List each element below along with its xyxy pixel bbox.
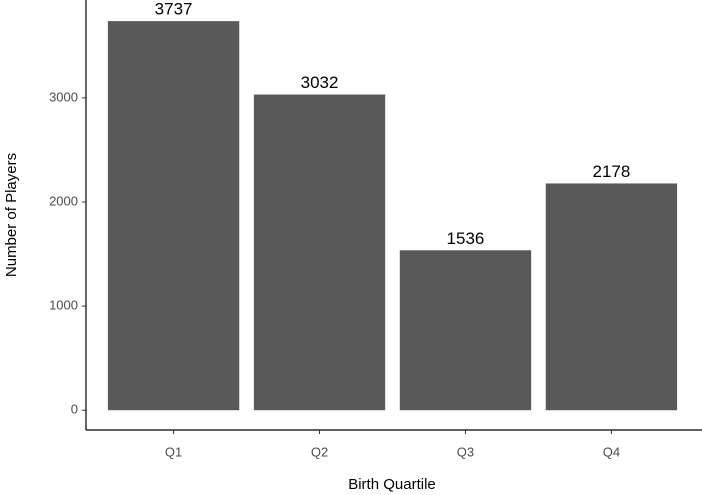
value-label: 2178 — [593, 162, 631, 181]
value-label: 1536 — [447, 229, 485, 248]
x-tick-label: Q1 — [165, 444, 182, 459]
x-tick-label: Q4 — [603, 444, 620, 459]
value-label: 3737 — [155, 0, 193, 19]
x-tick-label: Q3 — [457, 444, 474, 459]
x-axis-title: Birth Quartile — [348, 476, 436, 493]
bar — [253, 94, 386, 411]
y-tick-label: 2000 — [49, 193, 78, 208]
bar — [545, 183, 678, 411]
value-label: 3032 — [301, 73, 339, 92]
y-axis-title: Number of Players — [3, 153, 20, 277]
bar — [107, 21, 240, 411]
y-tick-label: 0 — [71, 402, 78, 417]
y-tick-label: 1000 — [49, 298, 78, 313]
x-tick-label: Q2 — [311, 444, 328, 459]
y-tick-label: 3000 — [49, 89, 78, 104]
bar — [399, 250, 532, 411]
